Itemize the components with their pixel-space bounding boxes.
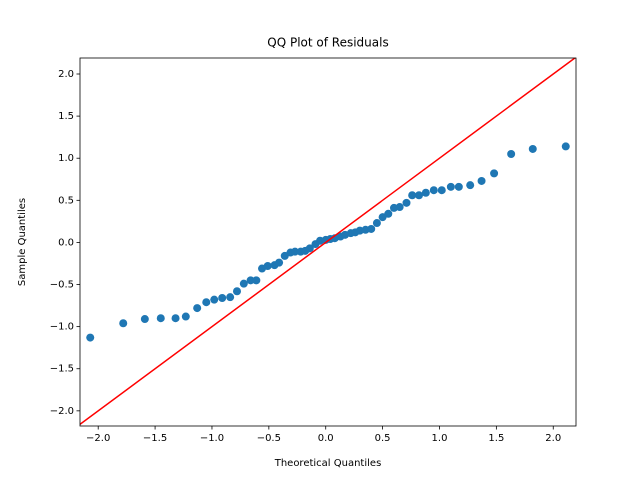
x-tick-label: −1.5 (143, 433, 167, 444)
plot-area (80, 58, 576, 426)
y-tick-label: 1.5 (58, 111, 74, 122)
point (466, 181, 475, 190)
point (210, 295, 219, 304)
chart-title: QQ Plot of Residuals (267, 36, 388, 50)
point (454, 182, 463, 191)
point (408, 191, 417, 200)
point (119, 319, 128, 328)
y-axis-label: Sample Quantiles (17, 198, 28, 286)
x-tick-label: 2.0 (545, 433, 561, 444)
point (239, 279, 248, 288)
x-tick-label: 1.5 (488, 433, 504, 444)
point (275, 258, 284, 267)
y-tick-label: −0.5 (50, 280, 74, 291)
x-tick-label: −0.5 (257, 433, 281, 444)
point (490, 169, 499, 178)
point (193, 304, 202, 313)
y-tick-label: 0.0 (58, 237, 74, 248)
point (429, 186, 438, 195)
point (156, 314, 165, 323)
x-tick-label: 0.0 (318, 433, 334, 444)
point (246, 276, 255, 285)
point (446, 182, 455, 191)
y-tick-label: 1.0 (58, 153, 74, 164)
point (477, 176, 486, 185)
point (305, 244, 314, 253)
y-tick-label: 2.0 (58, 69, 74, 80)
point (402, 198, 411, 207)
axes-frame (79, 57, 577, 427)
y-tick-label: 0.5 (58, 195, 74, 206)
point (263, 262, 272, 270)
point (86, 333, 95, 342)
point (507, 150, 516, 158)
x-tick-label: 0.5 (375, 433, 391, 444)
point (226, 293, 235, 302)
point (181, 312, 190, 321)
point (252, 276, 261, 285)
reference-line (80, 58, 576, 426)
y-tick-label: −1.5 (50, 364, 74, 375)
y-tick-label: −2.0 (50, 406, 74, 417)
point (421, 188, 430, 197)
point (415, 191, 424, 200)
point (171, 314, 180, 323)
x-tick-label: −1.0 (200, 433, 224, 444)
point (140, 315, 149, 324)
point (437, 186, 446, 195)
point (232, 287, 241, 296)
point (202, 298, 211, 307)
point (291, 247, 300, 256)
x-tick-label: −2.0 (86, 433, 110, 444)
x-axis-label: Theoretical Quantiles (274, 458, 382, 469)
point (384, 209, 393, 218)
point (372, 219, 381, 228)
point (367, 224, 376, 233)
point (218, 294, 227, 302)
point (561, 142, 570, 151)
point (528, 144, 537, 153)
y-tick-label: −1.0 (50, 322, 74, 333)
x-tick-label: 1.0 (432, 433, 448, 444)
point (395, 203, 404, 212)
